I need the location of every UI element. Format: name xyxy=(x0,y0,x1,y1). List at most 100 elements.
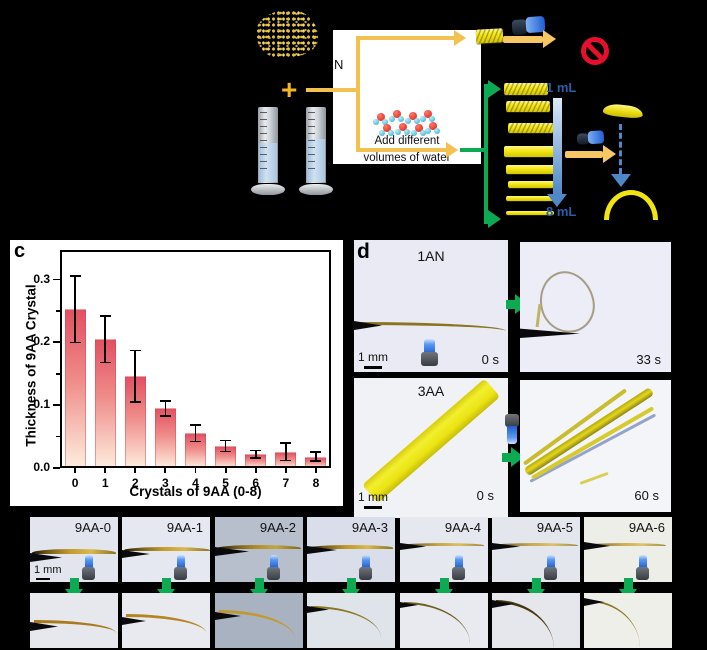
uv-lamp-icon xyxy=(82,555,95,581)
tweezers-icon xyxy=(307,606,329,613)
tweezers-icon xyxy=(492,600,514,608)
uv-lamp-icon xyxy=(452,555,465,581)
error-bar-cap xyxy=(280,459,292,462)
process-arrowhead-icon xyxy=(543,30,556,48)
crystal-slab xyxy=(506,196,556,201)
x-tick-label: 6 xyxy=(252,476,260,490)
green-arrow-icon xyxy=(488,210,501,228)
bent-crystal xyxy=(126,614,206,633)
lamp-base xyxy=(421,352,438,366)
x-tick xyxy=(224,468,227,473)
nitrogen-atom-label: N xyxy=(334,57,344,72)
uv-lamp-icon xyxy=(511,15,546,36)
y-minor-tick xyxy=(56,372,60,375)
green-down-arrow xyxy=(532,578,541,590)
e-tile-bottom-9aa-3 xyxy=(307,593,395,648)
e-tile-bottom-9aa-4 xyxy=(400,593,488,648)
dashed-arrowhead-icon xyxy=(611,174,631,187)
tweezers-icon xyxy=(30,553,62,562)
green-down-arrow xyxy=(440,578,449,590)
flow-line xyxy=(358,36,454,40)
error-bar xyxy=(315,452,317,462)
e-tile-bottom-9aa-0 xyxy=(30,593,118,648)
error-bar-cap xyxy=(220,439,232,442)
lamp-glow xyxy=(507,426,517,444)
volume-top-label: 1 mL xyxy=(546,80,577,95)
tweezers-icon xyxy=(215,612,241,620)
x-tick xyxy=(284,468,287,473)
green-arrow-icon xyxy=(488,80,501,98)
cylinder-graduations xyxy=(308,112,315,174)
crystal-needle xyxy=(402,543,484,546)
plot-frame xyxy=(60,250,331,468)
lamp-glow xyxy=(424,339,435,354)
e-tile-top-9aa-1: 9AA-1 xyxy=(122,517,210,582)
error-bar xyxy=(224,440,227,452)
e-tile-bottom-9aa-6 xyxy=(584,593,672,648)
tile-label: 9AA-5 xyxy=(536,520,573,535)
error-bar-cap xyxy=(69,274,81,277)
green-down-arrow xyxy=(624,578,633,590)
error-bar-cap xyxy=(99,315,111,317)
error-bar-cap xyxy=(190,424,201,427)
time-label: 0 s xyxy=(481,352,499,367)
water-molecule-icon xyxy=(395,123,410,135)
crystal-slab xyxy=(506,211,554,215)
tweezers-icon xyxy=(492,543,520,550)
crystal-needle xyxy=(32,549,116,554)
x-tick-label: 4 xyxy=(192,476,199,490)
cylinder-graduations xyxy=(260,112,267,174)
error-bar-cap xyxy=(310,460,322,462)
split-crystal-bundle xyxy=(523,387,655,477)
add-water-caption-line1: Add different xyxy=(374,135,440,147)
x-tick-label: 5 xyxy=(222,476,229,490)
process-arrow xyxy=(503,36,543,43)
flow-line xyxy=(306,88,358,92)
y-tick xyxy=(53,467,60,469)
crystal-needle xyxy=(494,543,578,546)
e-tile-top-9aa-5: 9AA-5 xyxy=(492,517,580,582)
error-bar xyxy=(194,425,197,442)
green-arrow-body xyxy=(506,300,516,309)
x-tick xyxy=(104,468,107,473)
crystal-needle xyxy=(124,547,210,551)
tile-label: 9AA-1 xyxy=(166,520,203,535)
e-tile-top-9aa-3: 9AA-3 xyxy=(307,517,395,582)
e-tile-top-9aa-6: 9AA-6 xyxy=(584,517,672,582)
scale-label: 1 mm xyxy=(34,564,62,576)
flow-arrow-icon xyxy=(454,30,466,46)
chart-panel: c Crystals of 9AA (0-8) Thickness of 9AA… xyxy=(10,240,343,506)
error-bar-cap xyxy=(250,457,262,459)
green-down-arrow xyxy=(162,578,171,590)
error-bar-cap xyxy=(280,442,292,444)
slightly-bent-crystal xyxy=(602,102,644,120)
no-bending-icon xyxy=(581,37,609,65)
e-tile-bottom-9aa-1 xyxy=(122,593,210,648)
water-molecule-icon xyxy=(420,110,435,122)
add-water-caption-line2: volumes of water xyxy=(363,152,451,164)
e-tile-top-9aa-4: 9AA-4 xyxy=(400,517,488,582)
time-label: 60 s xyxy=(634,488,659,503)
photo-3aa-after: 60 s xyxy=(520,380,671,512)
green-arrow-body xyxy=(502,453,512,462)
crystal-slab xyxy=(508,123,554,133)
scale-bar xyxy=(364,366,382,369)
x-tick-label: 7 xyxy=(282,476,290,490)
uv-lamp-icon xyxy=(544,555,557,581)
bent-crystal xyxy=(219,610,295,639)
bent-crystal-arc xyxy=(604,190,658,220)
volume-bottom-label: 8 mL xyxy=(546,204,577,219)
crystal-fiber xyxy=(579,471,609,485)
crystal-needle xyxy=(354,322,506,331)
y-tick xyxy=(53,404,60,407)
y-tick xyxy=(53,341,60,344)
crystal-needle xyxy=(217,545,301,549)
uv-lamp-icon xyxy=(576,130,606,146)
x-axis-title: Crystals of 9AA (0-8) xyxy=(129,484,262,499)
error-bar xyxy=(74,275,76,343)
x-tick xyxy=(254,468,257,473)
crystal-needle xyxy=(586,543,666,546)
bent-crystal xyxy=(496,600,554,648)
water-molecule-icon xyxy=(379,124,394,136)
